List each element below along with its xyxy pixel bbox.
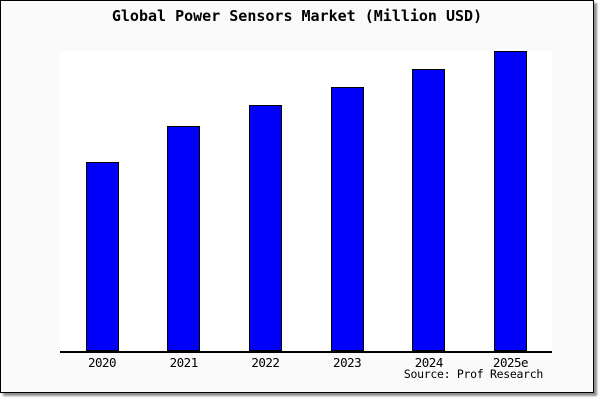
chart-figure: Global Power Sensors Market (Million USD…: [0, 0, 594, 393]
x-tick-label: 2023: [333, 355, 362, 370]
x-tick-label: 2025e: [492, 355, 529, 370]
bar-2025e: [494, 51, 527, 351]
bar-2023: [330, 87, 364, 351]
source-caption: Source: Prof Research: [403, 367, 543, 381]
x-tick-label: 2020: [87, 355, 117, 370]
bar-2020: [85, 162, 119, 351]
x-tick-label: 2022: [251, 355, 280, 370]
x-tick-label: 2024: [414, 355, 444, 370]
chart-title: Global Power Sensors Market (Million USD…: [111, 7, 483, 25]
bar-2022: [248, 105, 282, 351]
bar-2021: [167, 126, 201, 351]
x-axis-labels: 2020 2021 2022 2023 2024 2025e: [60, 355, 552, 371]
x-axis-line: [60, 351, 552, 353]
plot-area: [60, 51, 552, 351]
bar-2024: [412, 69, 446, 351]
x-tick-label: 2021: [169, 355, 199, 370]
